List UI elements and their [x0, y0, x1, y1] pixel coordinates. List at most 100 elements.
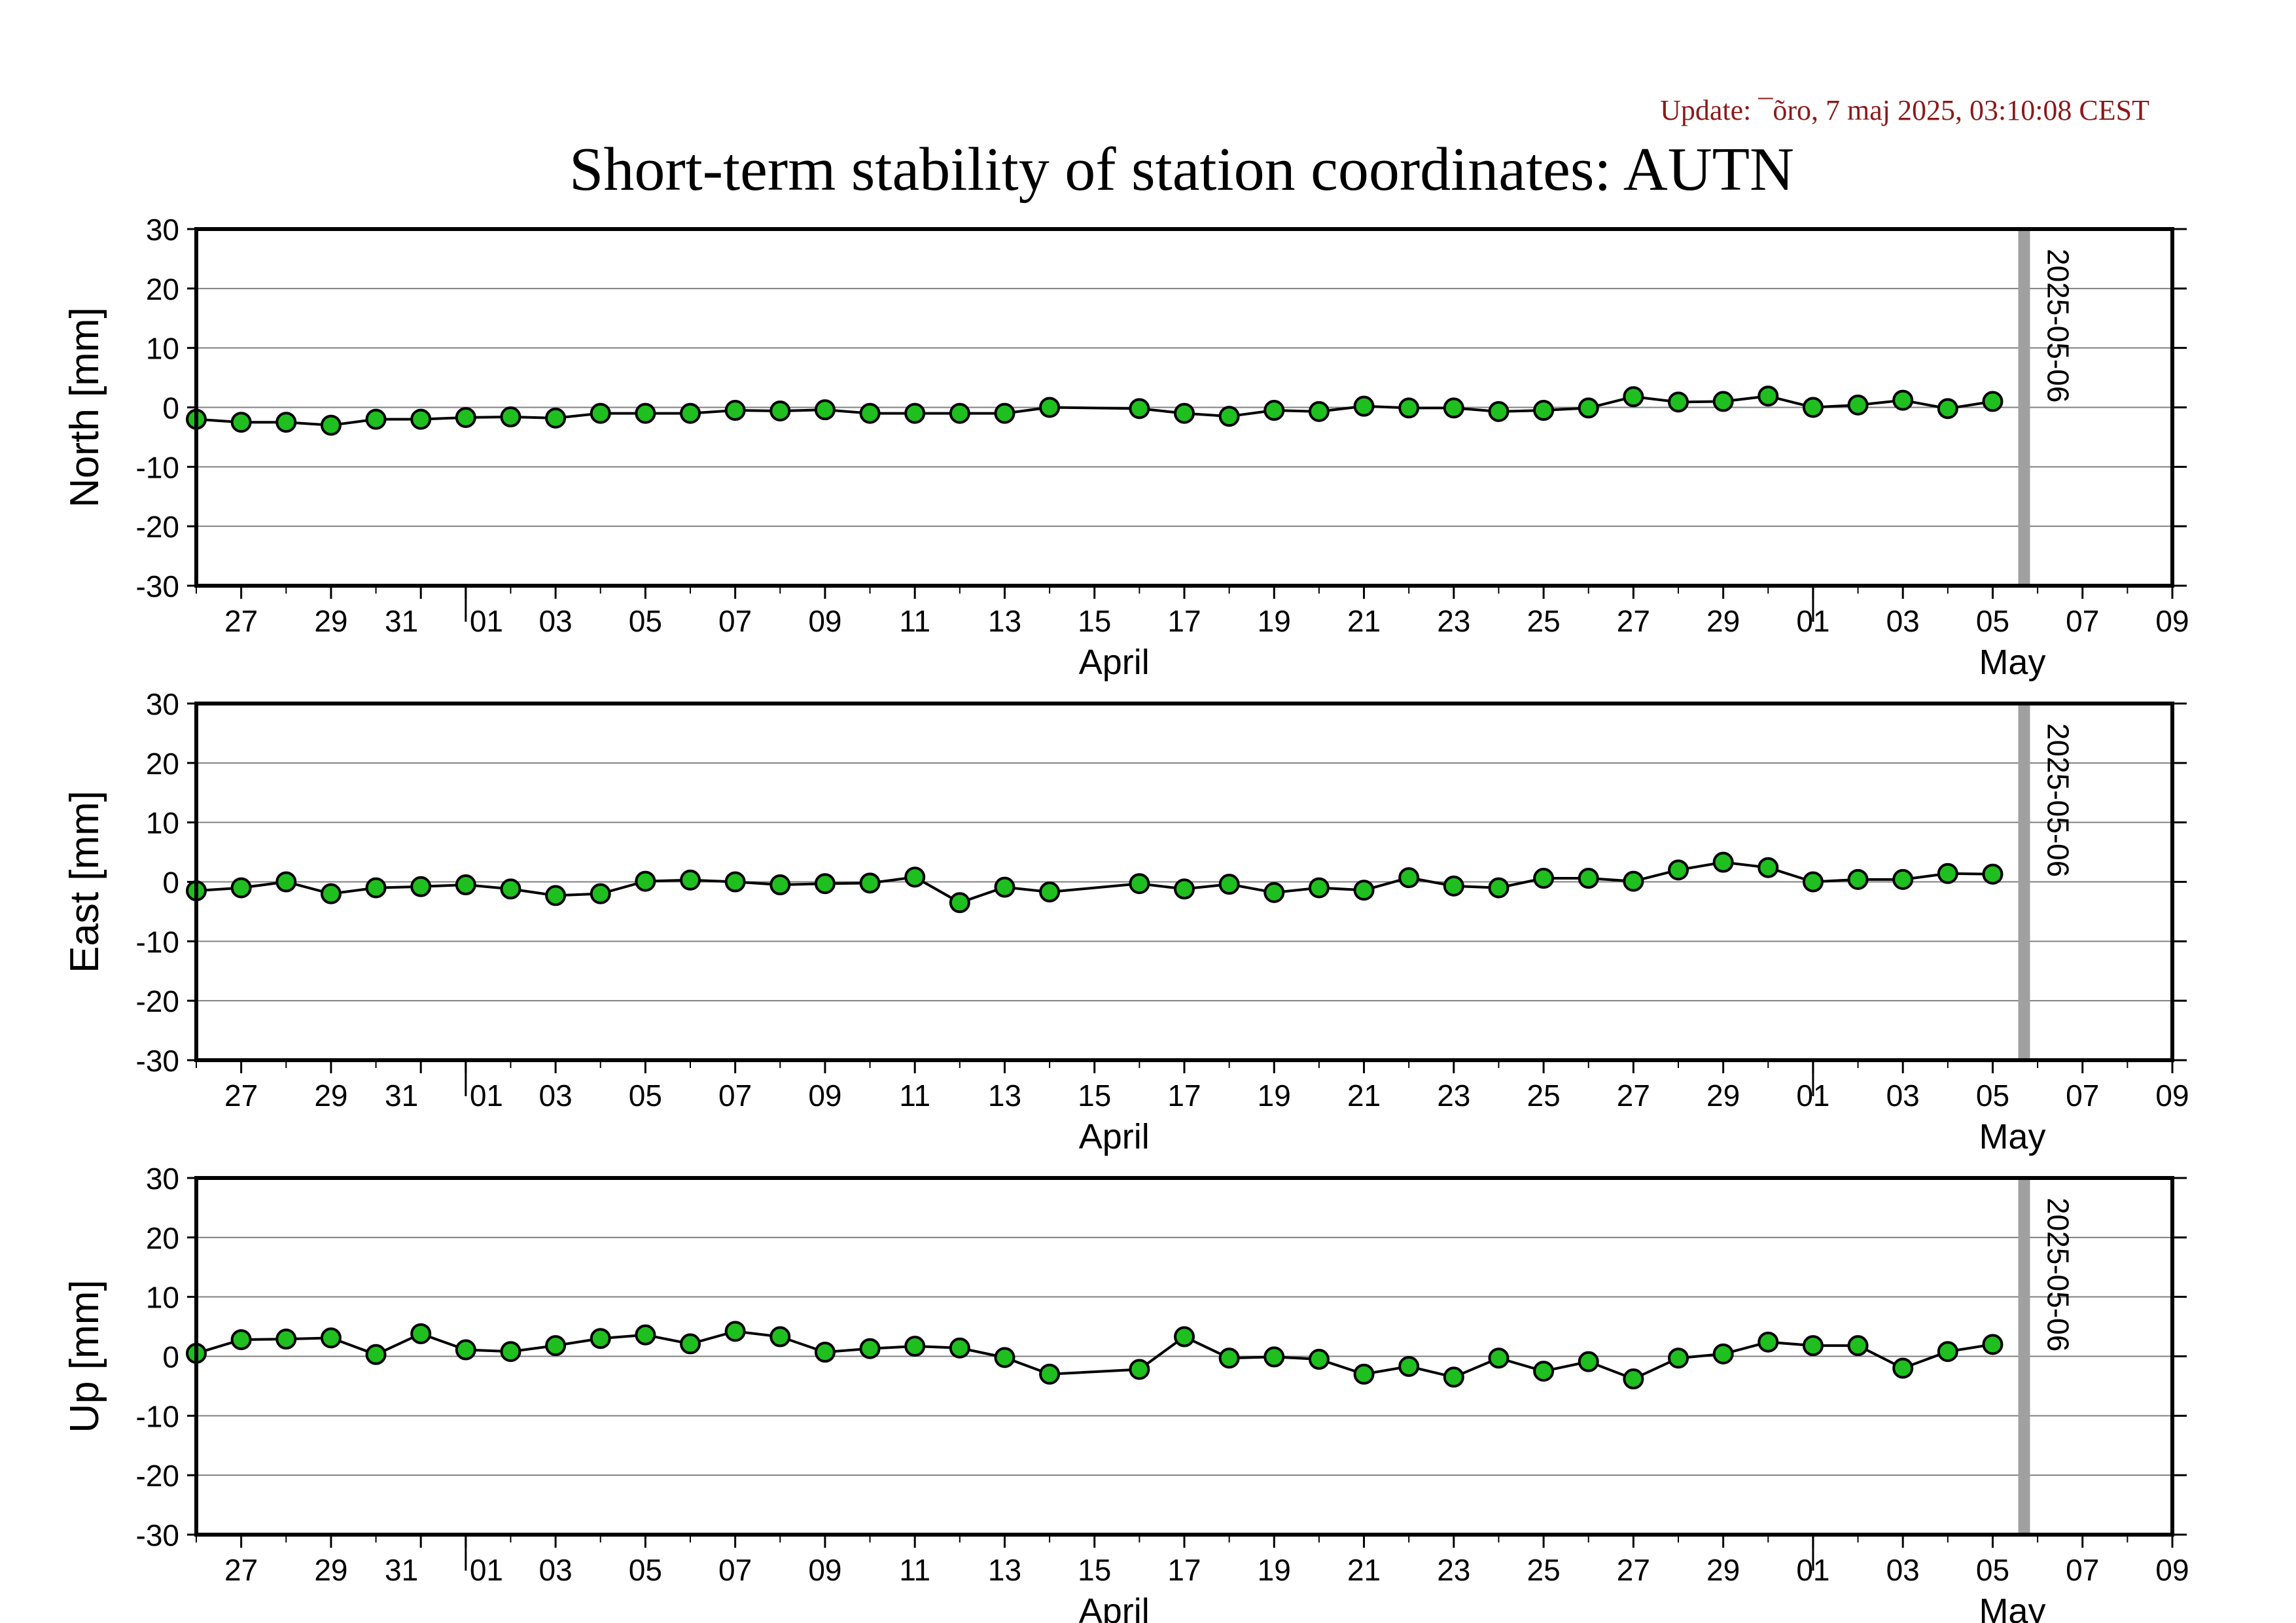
x-tick-label: 25 — [1527, 604, 1561, 638]
x-tick-label: 07 — [718, 1553, 752, 1587]
y-tick-label: 10 — [146, 332, 179, 366]
x-tick-label: 29 — [314, 1079, 347, 1113]
data-point — [949, 892, 970, 914]
x-tick-label: 09 — [2155, 1553, 2189, 1587]
data-point — [1129, 873, 1150, 895]
data-point — [1533, 868, 1555, 889]
data-point — [1847, 868, 1869, 890]
x-tick-label: 27 — [224, 604, 258, 638]
data-point — [320, 414, 342, 436]
data-point — [1218, 874, 1240, 895]
panel-1: 30 20 10 0 -10 -20 -30 27 29 31 01 03 05 07 09 11 13 15 17… — [62, 687, 2189, 1156]
data-point — [1443, 397, 1464, 419]
y-tick-label: -10 — [136, 1399, 179, 1433]
x-tick-label: 05 — [629, 1553, 662, 1587]
panels: 30 20 10 0 -10 -20 -30 27 29 31 01 03 05 07 09 11 13 15 17… — [62, 213, 2189, 1623]
data-point — [1892, 389, 1914, 411]
x-tick-label: 27 — [224, 1553, 258, 1587]
data-point — [769, 874, 791, 896]
x-tick-label: 05 — [629, 604, 662, 638]
data-point — [1668, 391, 1689, 413]
panel-0: 30 20 10 0 -10 -20 -30 27 29 31 01 03 05 07 09 11 13 15 17… — [62, 213, 2189, 682]
data-point — [859, 1338, 881, 1359]
data-point — [680, 402, 701, 424]
x-tick-label: 31 — [385, 1079, 418, 1113]
data-point — [1533, 1361, 1555, 1382]
x-tick-label: 11 — [899, 1553, 930, 1587]
x-tick-label: 11 — [899, 1079, 930, 1113]
data-point — [1937, 398, 1958, 419]
data-point — [1712, 1343, 1734, 1364]
month-label: April — [1079, 1592, 1150, 1623]
y-tick-label: 0 — [162, 866, 179, 900]
data-point — [320, 1327, 342, 1349]
x-tick-label: 19 — [1258, 604, 1291, 638]
x-tick-label: 17 — [1167, 604, 1201, 638]
data-point — [635, 402, 656, 424]
data-point — [635, 1324, 656, 1346]
data-point — [904, 866, 926, 888]
data-point — [814, 873, 836, 895]
data-point — [635, 870, 656, 892]
plot-frame — [194, 1176, 2174, 1537]
x-tick-label: 07 — [2066, 1553, 2099, 1587]
y-tick-label: 10 — [146, 806, 179, 840]
y-axis-label: East [mm] — [62, 791, 107, 973]
x-tick-label: 25 — [1527, 1553, 1561, 1587]
data-point — [1982, 1334, 2004, 1355]
data-point — [545, 1335, 567, 1357]
x-tick-label: 03 — [1886, 604, 1920, 638]
data-point — [545, 407, 567, 429]
data-point — [275, 1329, 297, 1350]
y-tick-label: -10 — [136, 450, 179, 484]
data-point — [365, 877, 387, 899]
x-tick-label: 21 — [1347, 604, 1381, 638]
data-point — [410, 1323, 432, 1344]
x-tick-label: 19 — [1258, 1553, 1291, 1587]
data-point — [1623, 386, 1644, 408]
data-point — [500, 1341, 521, 1363]
data-point — [410, 408, 432, 430]
data-point — [1443, 875, 1464, 897]
x-tick-label: 09 — [808, 1553, 841, 1587]
x-tick-label: 27 — [1617, 1079, 1650, 1113]
x-tick-label: 11 — [899, 604, 930, 638]
x-tick-label: 09 — [808, 604, 841, 638]
x-tick-label: 29 — [1706, 1079, 1740, 1113]
data-point — [1847, 1335, 1869, 1357]
data-point — [455, 1339, 476, 1361]
y-tick-label: -30 — [136, 1518, 179, 1552]
data-point — [1937, 863, 1958, 884]
data-point — [320, 883, 342, 904]
y-tick-label: -20 — [136, 510, 179, 544]
x-tick-label: 05 — [1976, 604, 2009, 638]
data-point — [1263, 1346, 1285, 1368]
date-marker-label: 2025-05-06 — [2041, 1198, 2075, 1351]
data-point — [769, 400, 791, 421]
data-point — [1263, 882, 1285, 903]
month-label: April — [1079, 1117, 1150, 1156]
x-tick-label: 27 — [1617, 1553, 1650, 1587]
x-tick-label: 21 — [1347, 1553, 1381, 1587]
data-point — [455, 406, 476, 428]
data-point — [1937, 1341, 1958, 1363]
data-point — [275, 871, 297, 893]
data-point — [1129, 1359, 1150, 1380]
data-point — [1982, 391, 2004, 412]
y-tick-label: 20 — [146, 1221, 179, 1255]
data-point — [814, 1342, 836, 1363]
y-tick-label: -30 — [136, 1044, 179, 1078]
y-tick-label: 10 — [146, 1281, 179, 1315]
data-point — [1129, 398, 1150, 419]
x-tick-label: 15 — [1078, 1553, 1111, 1587]
y-tick-label: 30 — [146, 1162, 179, 1196]
y-tick-label: 30 — [146, 213, 179, 247]
data-point — [1892, 1357, 1914, 1379]
x-tick-label: 31 — [385, 604, 418, 638]
x-tick-label: 07 — [2066, 1079, 2099, 1113]
data-point — [769, 1326, 791, 1347]
y-tick-label: -30 — [136, 569, 179, 603]
x-tick-label: 09 — [2155, 1079, 2189, 1113]
y-axis-label: Up [mm] — [62, 1279, 107, 1433]
y-tick-label: 0 — [162, 1340, 179, 1374]
